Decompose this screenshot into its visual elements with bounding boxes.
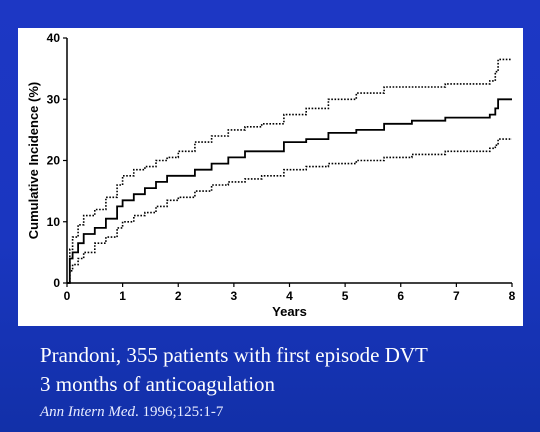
- x-tick-label: 7: [453, 289, 460, 303]
- x-tick-label: 5: [342, 289, 349, 303]
- y-axis-label: Cumulative Incidence (%): [26, 82, 41, 239]
- incidence-curve: [67, 98, 512, 284]
- upper-confidence-curve: [67, 58, 512, 284]
- cumulative-incidence-chart: 0 1 2 3 4 5 6 7 8 0 10 20 30 40 Years Cumulative Inci…: [26, 31, 516, 319]
- lower-confidence-curve: [67, 138, 512, 284]
- x-tick-label: 0: [64, 289, 71, 303]
- x-tick-label: 1: [119, 289, 126, 303]
- y-tick-label: 40: [47, 31, 61, 45]
- x-tick-label: 8: [509, 289, 516, 303]
- caption-line-1: Prandoni, 355 patients with first episod…: [40, 343, 428, 367]
- x-axis-label: Years: [272, 304, 307, 319]
- x-tick-label: 4: [286, 289, 293, 303]
- x-tick-label: 2: [175, 289, 182, 303]
- citation-journal: Ann Intern Med: [40, 404, 135, 420]
- y-tick-label: 20: [47, 154, 61, 168]
- y-tick-label: 10: [47, 215, 61, 229]
- citation-details: . 1996;125:1-7: [134, 404, 224, 420]
- x-tick-label: 3: [231, 289, 238, 303]
- chart-panel: 0 1 2 3 4 5 6 7 8 0 10 20 30 40 Years Cumulative Inci…: [18, 28, 523, 326]
- y-tick-label: 0: [53, 276, 60, 290]
- y-tick-label: 30: [47, 92, 61, 106]
- x-tick-label: 6: [397, 289, 404, 303]
- caption-line-2: 3 months of anticoagulation: [40, 372, 276, 396]
- citation: Ann Intern Med. 1996;125:1-7: [40, 404, 223, 421]
